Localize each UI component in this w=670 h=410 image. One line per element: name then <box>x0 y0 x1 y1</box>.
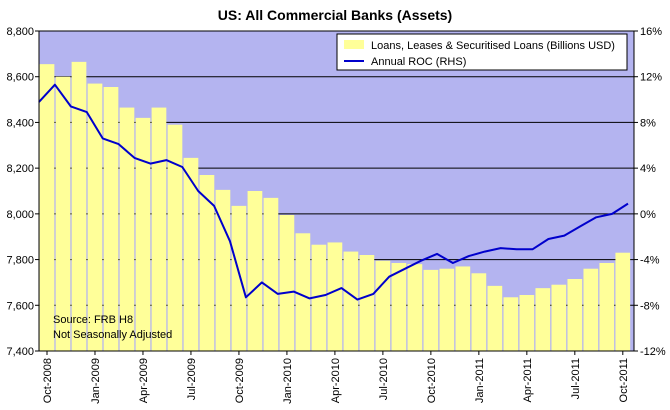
bar <box>359 255 375 351</box>
left-tick-label: 7,800 <box>6 255 34 267</box>
legend-box <box>336 33 628 71</box>
roc-line <box>38 83 629 301</box>
right-tick-label: -8% <box>640 300 660 312</box>
chart-title: US: All Commercial Banks (Assets) <box>218 7 452 23</box>
bar <box>519 295 535 351</box>
bar <box>375 260 391 351</box>
left-tick-label: 8,600 <box>6 72 34 84</box>
bar <box>599 263 615 351</box>
legend-line-label: Annual ROC (RHS) <box>371 56 466 68</box>
bar <box>263 197 279 351</box>
right-tick-label: -12% <box>640 346 666 358</box>
x-tick-label: Apr-2010 <box>330 358 342 403</box>
bar <box>183 157 199 351</box>
bar <box>295 233 311 351</box>
left-tick-label: 8,400 <box>6 117 34 129</box>
bar <box>407 264 423 351</box>
x-tick-label: Oct-2008 <box>42 358 54 403</box>
left-tick-label: 8,200 <box>6 163 34 175</box>
bar <box>439 268 455 351</box>
legend: Loans, Leases & Securitised Loans (Billi… <box>336 33 628 71</box>
x-tick-label: Oct-2010 <box>426 358 438 403</box>
x-tick-label: Oct-2009 <box>234 358 246 403</box>
plot-border <box>38 30 635 352</box>
source-note: Source: FRB H8 <box>53 314 133 326</box>
bar <box>55 76 71 351</box>
right-tick-label: 16% <box>640 26 662 38</box>
left-tick-label: 8,000 <box>6 209 34 221</box>
left-axis: 7,400 7,600 7,800 8,000 8,200 8,400 8,600 8,800 <box>6 26 39 358</box>
bar <box>615 252 631 351</box>
bar <box>87 83 103 352</box>
bar <box>487 285 503 351</box>
bar <box>279 215 295 351</box>
bar <box>151 107 167 351</box>
bar <box>231 205 247 351</box>
line-series <box>38 83 629 301</box>
right-tick-label: -4% <box>640 255 660 267</box>
right-tick-label: 8% <box>640 117 656 129</box>
x-tick-label: Jul-2010 <box>378 358 390 400</box>
legend-bar-swatch <box>344 40 364 49</box>
x-tick-label: Jan-2011 <box>474 358 486 403</box>
bar <box>503 297 519 351</box>
bar <box>567 279 583 351</box>
bar <box>535 288 551 351</box>
left-tick-label: 7,400 <box>6 346 34 358</box>
x-tick-label: Jul-2009 <box>186 358 198 400</box>
left-tick-label: 8,800 <box>6 26 34 38</box>
x-tick-label: Apr-2011 <box>522 358 534 402</box>
left-tick-label: 7,600 <box>6 300 34 312</box>
x-tick-label: Jan-2009 <box>90 358 102 404</box>
bar <box>455 266 471 351</box>
x-tick-label: Jan-2010 <box>282 358 294 404</box>
bar <box>39 64 55 352</box>
right-tick-label: 4% <box>640 163 656 175</box>
bar <box>311 244 327 351</box>
bar <box>583 268 599 351</box>
x-tick-label: Oct-2011 <box>618 358 630 402</box>
bar <box>327 242 343 351</box>
bar <box>119 107 135 351</box>
bar <box>551 284 567 351</box>
bar <box>103 87 119 351</box>
seasonal-note: Not Seasonally Adjusted <box>53 329 172 341</box>
x-tick-label: Jul-2011 <box>570 358 582 399</box>
bar <box>135 117 151 351</box>
bar <box>391 263 407 351</box>
bar <box>167 124 183 351</box>
x-axis: Oct-2008 Jan-2009 Apr-2009 Jul-2009 Oct-2009… <box>42 351 630 404</box>
x-tick-label: Apr-2009 <box>138 358 150 403</box>
bar-series <box>39 61 631 352</box>
bar <box>199 175 215 351</box>
bar <box>215 189 231 351</box>
bar <box>247 191 263 351</box>
right-tick-label: 0% <box>640 209 656 221</box>
bar <box>423 269 439 351</box>
right-tick-label: 12% <box>640 72 662 84</box>
bar <box>471 273 487 351</box>
right-axis: -12% -8% -4% 0% 4% 8% 12% 16% <box>634 26 666 358</box>
legend-bar-label: Loans, Leases & Securitised Loans (Billi… <box>371 40 615 52</box>
bar <box>71 61 87 351</box>
bar <box>343 251 359 351</box>
